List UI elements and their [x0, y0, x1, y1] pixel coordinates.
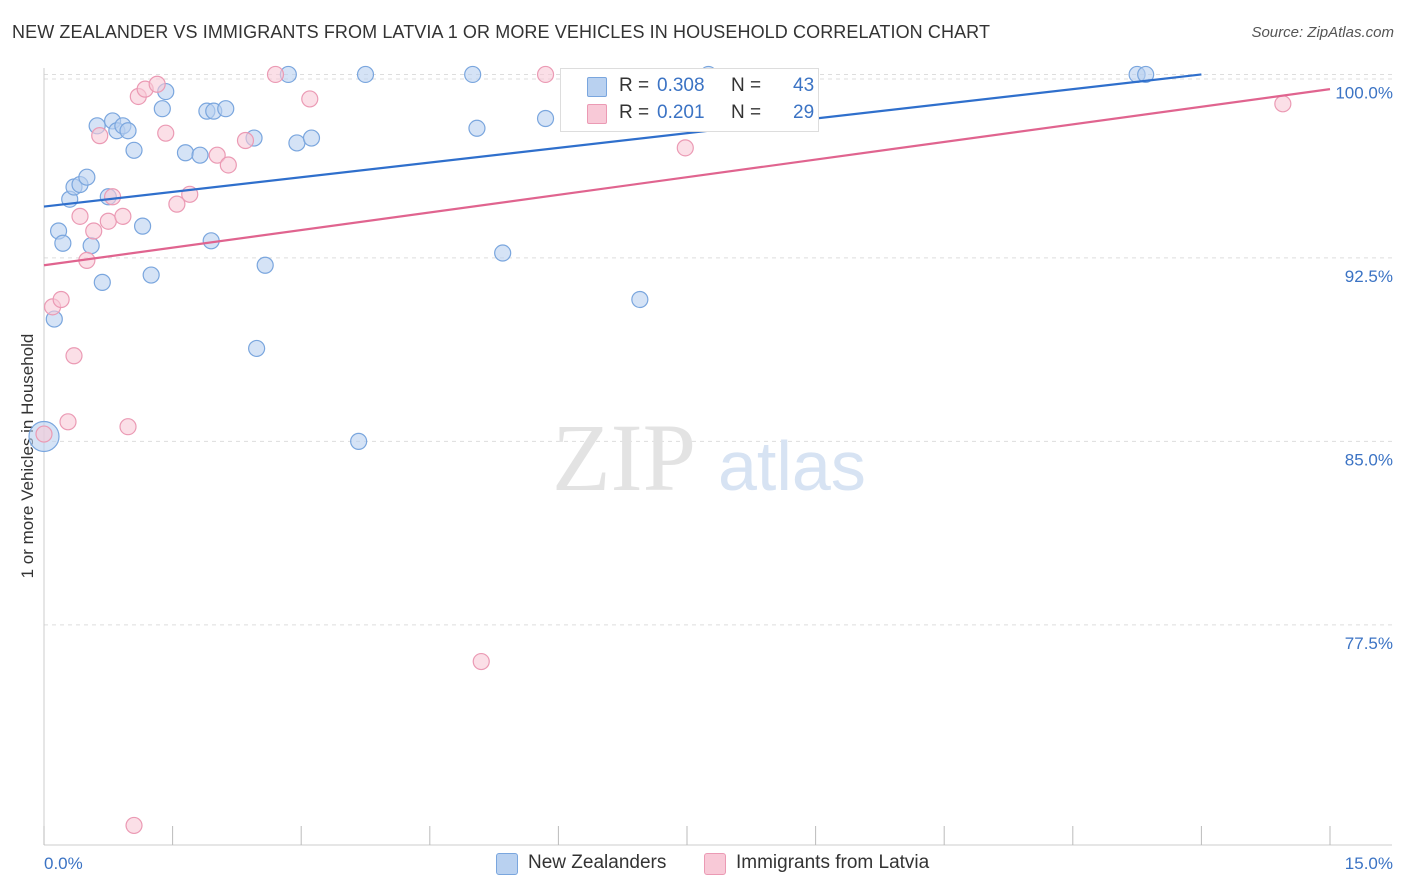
point-latvia [85, 222, 103, 240]
point-latvia [148, 75, 166, 93]
point-new-zealanders [302, 129, 321, 147]
point-latvia [59, 413, 77, 431]
point-new-zealanders [248, 339, 266, 358]
point-new-zealanders [1137, 65, 1155, 84]
trendline-latvia [43, 88, 1331, 267]
point-new-zealanders [133, 217, 152, 235]
point-new-zealanders [93, 273, 111, 291]
legend-r-value: 0.201 [657, 102, 705, 123]
point-latvia [157, 124, 175, 142]
points-layer [28, 65, 1292, 835]
point-new-zealanders [350, 432, 368, 450]
point-latvia [208, 146, 226, 164]
point-new-zealanders [153, 100, 171, 118]
legend-r-value: 0.308 [657, 75, 705, 96]
point-new-zealanders [464, 65, 482, 84]
legend-label-new-zealanders: New Zealanders [528, 852, 667, 873]
point-new-zealanders [176, 144, 195, 162]
point-latvia [236, 131, 255, 150]
legend-n-value: 29 [793, 102, 815, 123]
point-new-zealanders [125, 141, 143, 159]
tick-label-layer: 77.5% 85.0% 92.5% 100.0% 0.0% 15.0% [44, 83, 1393, 873]
point-latvia [676, 139, 694, 157]
watermark: ZIP atlas [552, 404, 866, 511]
point-latvia [91, 127, 109, 145]
legend-swatch-pink [704, 853, 726, 875]
source-label: Source: ZipAtlas.com [1251, 24, 1394, 41]
point-latvia [114, 207, 132, 225]
trendline-new-zealanders [43, 73, 1202, 208]
watermark-zip: ZIP [552, 404, 696, 511]
point-latvia [52, 290, 70, 309]
point-latvia [119, 418, 137, 436]
legend-r-label: R = [619, 102, 650, 123]
point-new-zealanders [82, 237, 100, 255]
point-new-zealanders [536, 109, 555, 128]
point-new-zealanders [256, 256, 274, 274]
point-new-zealanders [54, 234, 72, 252]
point-new-zealanders [217, 100, 235, 118]
chart-title: NEW ZEALANDER VS IMMIGRANTS FROM LATVIA … [12, 22, 991, 42]
grid-layer [44, 73, 1392, 626]
legend-label-latvia: Immigrants from Latvia [736, 852, 930, 873]
axes-layer [43, 68, 1392, 846]
watermark-atlas: atlas [718, 427, 866, 505]
point-latvia [65, 347, 83, 365]
point-latvia [1274, 95, 1292, 113]
legend-r-label: R = [619, 75, 650, 96]
point-new-zealanders [494, 244, 512, 262]
point-new-zealanders [191, 146, 209, 164]
point-latvia [71, 207, 89, 225]
legend-swatch-blue [587, 77, 607, 97]
point-new-zealanders [468, 119, 486, 137]
point-latvia [125, 816, 143, 835]
y-tick-label: 100.0% [1335, 83, 1393, 102]
point-latvia [99, 212, 117, 230]
x-tick-label: 15.0% [1345, 854, 1393, 873]
legend-n-label: N = [731, 102, 762, 123]
legend-swatch-blue [496, 853, 518, 875]
legend-n-label: N = [731, 75, 762, 96]
point-latvia [266, 65, 285, 84]
x-tick-label: 0.0% [44, 854, 83, 873]
point-latvia [168, 195, 186, 213]
y-tick-label: 77.5% [1345, 634, 1393, 653]
legend-swatch-pink [587, 104, 607, 124]
y-tick-label: 92.5% [1345, 267, 1393, 286]
point-latvia [103, 188, 122, 206]
point-new-zealanders [78, 168, 96, 186]
point-new-zealanders [356, 65, 375, 84]
point-new-zealanders [119, 122, 137, 140]
point-latvia [35, 425, 53, 443]
trend-layer [43, 73, 1331, 267]
point-latvia [472, 652, 490, 671]
point-latvia [219, 156, 237, 174]
point-new-zealanders [288, 134, 306, 152]
series-legend: New Zealanders Immigrants from Latvia [0, 852, 1406, 878]
point-latvia [301, 90, 319, 108]
point-new-zealanders [631, 290, 649, 309]
point-latvia [536, 65, 555, 84]
legend-n-value: 43 [793, 75, 815, 96]
point-new-zealanders [142, 266, 160, 284]
y-tick-label: 85.0% [1345, 450, 1393, 469]
stats-legend: R = 0.308 N = 43 R = 0.201 N = 29 [560, 68, 819, 132]
